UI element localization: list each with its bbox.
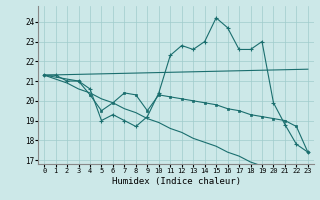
X-axis label: Humidex (Indice chaleur): Humidex (Indice chaleur) bbox=[111, 177, 241, 186]
